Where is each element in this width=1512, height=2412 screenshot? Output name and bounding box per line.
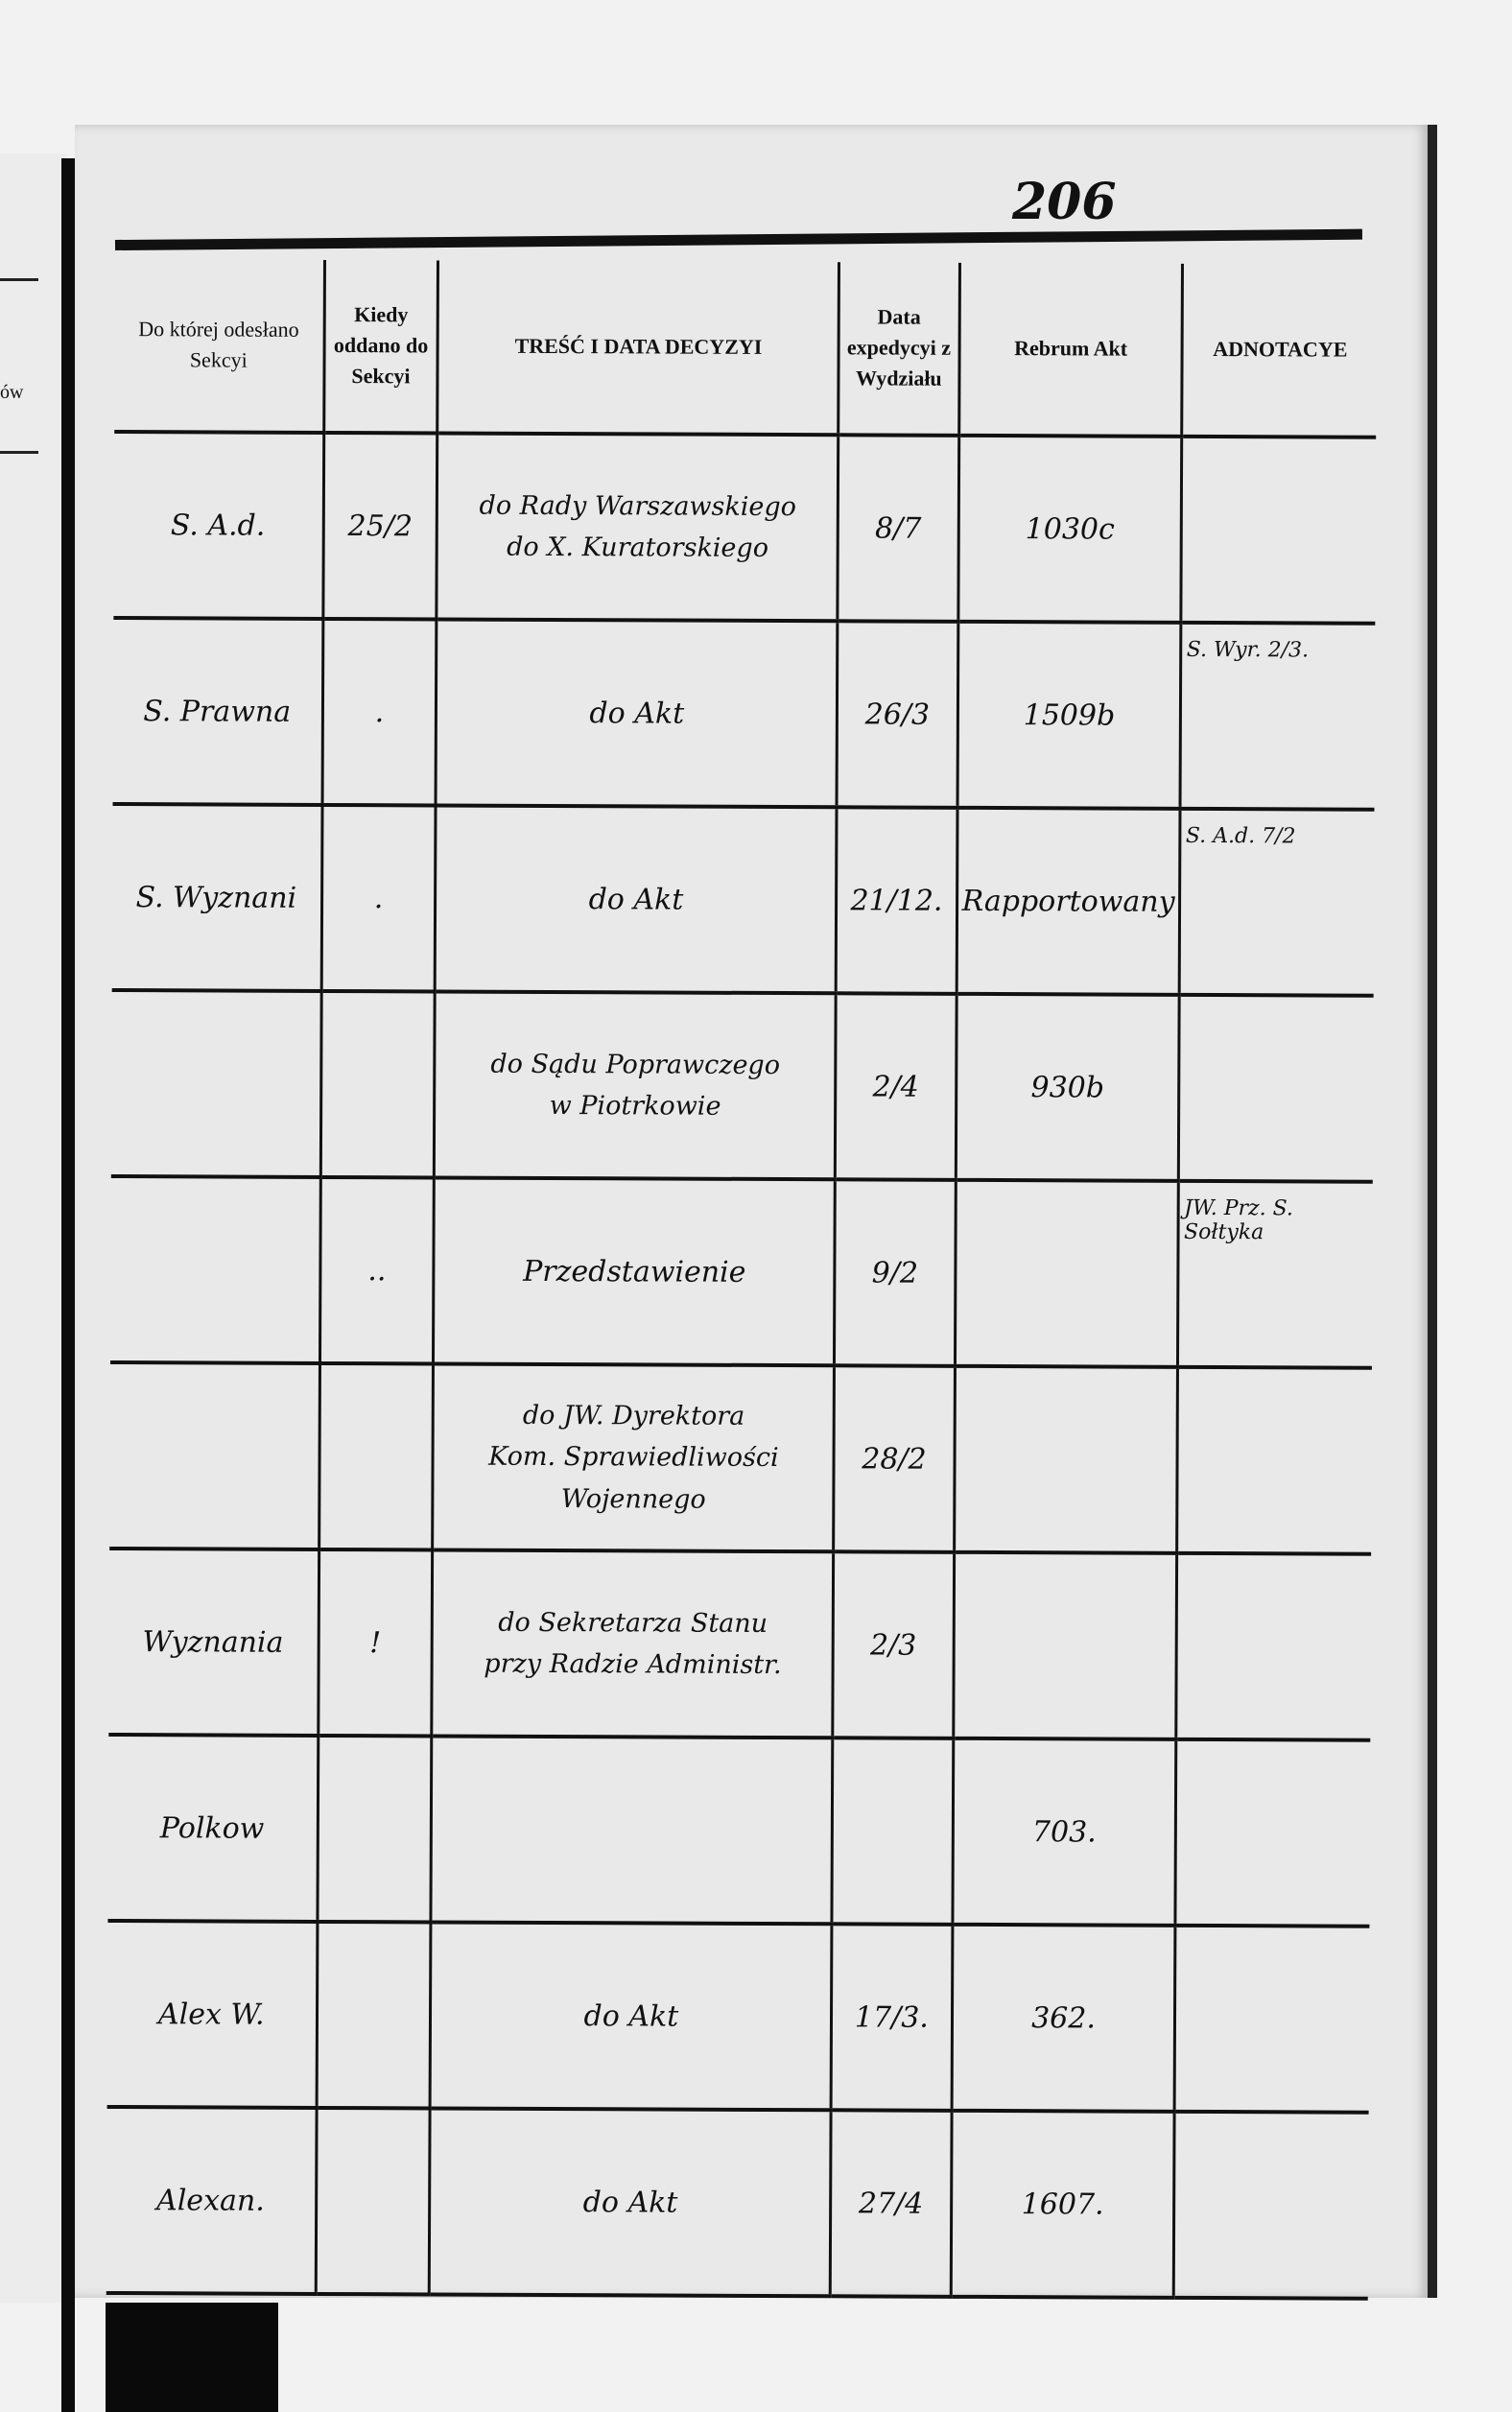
cell-file-number bbox=[953, 1551, 1178, 1739]
cell-date-sent bbox=[315, 2107, 431, 2295]
ledger-table: Do której odesłano Sekcyi Kiedy oddano do… bbox=[106, 259, 1377, 2301]
left-page-fragment: ów bbox=[0, 382, 24, 403]
cell-expedition-date: 26/3 bbox=[837, 621, 958, 808]
cell-section: Polkow bbox=[107, 1734, 319, 1922]
cell-section bbox=[110, 989, 321, 1177]
table-row: S. Wyznani. do Akt 21/12. Rapportowany S. A.… bbox=[111, 803, 1375, 996]
column-header-section: Do której odesłano Sekcyi bbox=[114, 259, 325, 433]
cell-section: Alexan. bbox=[106, 2106, 317, 2294]
cell-date-sent: . bbox=[321, 618, 437, 806]
cell-decision: do Akt bbox=[436, 619, 839, 808]
cell-decision: do Akt bbox=[430, 1922, 833, 2111]
table-row: do Sądu Poprawczego w Piotrkowie 2/4 930b bbox=[110, 989, 1374, 1182]
cell-annotation bbox=[1176, 1552, 1372, 1740]
header-row: Do której odesłano Sekcyi Kiedy oddano do… bbox=[114, 259, 1377, 437]
cell-date-sent bbox=[319, 990, 436, 1178]
scan-border bbox=[106, 2303, 278, 2412]
cell-section: S. Wyznani bbox=[111, 803, 322, 991]
cell-file-number: Rapportowany bbox=[956, 807, 1181, 995]
page-number: 206 bbox=[1012, 173, 1117, 231]
column-header-expedition-date: Data expedycyi z Wydziału bbox=[839, 262, 960, 436]
table-row: S. A.d. 25/2 do Rady Warszawskiego do X. K… bbox=[113, 431, 1377, 624]
table-row: do JW. Dyrektora Kom. Sprawiedliwości Wo… bbox=[109, 1361, 1372, 1554]
cell-expedition-date bbox=[832, 1738, 954, 1925]
cell-expedition-date: 2/4 bbox=[835, 993, 957, 1180]
cell-annotation bbox=[1181, 436, 1377, 624]
cell-section bbox=[109, 1175, 320, 1363]
table-row: Polkow 703. bbox=[107, 1734, 1371, 1927]
left-page-edge bbox=[0, 154, 67, 2303]
cell-expedition-date: 27/4 bbox=[830, 2110, 952, 2297]
cell-date-sent: .. bbox=[319, 1176, 435, 1364]
cell-section: S. Prawna bbox=[112, 617, 323, 805]
column-header-decision: TREŚĆ I DATA DECYZYI bbox=[437, 260, 839, 436]
left-page-rule bbox=[0, 278, 38, 281]
cell-file-number: 703. bbox=[952, 1738, 1177, 1926]
cell-expedition-date: 8/7 bbox=[838, 435, 959, 622]
cell-section: Alex W. bbox=[106, 1920, 318, 2108]
table-row: Alex W. do Akt 17/3. 362. bbox=[106, 1920, 1370, 2113]
cell-expedition-date: 2/3 bbox=[833, 1551, 955, 1738]
cell-date-sent: ! bbox=[318, 1549, 434, 1737]
column-header-file-number: Rebrum Akt bbox=[958, 262, 1183, 437]
cell-expedition-date: 17/3. bbox=[831, 1924, 953, 2111]
cell-decision: do Akt bbox=[429, 2108, 832, 2297]
cell-annotation: S. Wyr. 2/3. bbox=[1180, 622, 1376, 810]
cell-annotation: JW. Prz. S. Sołtyka bbox=[1177, 1180, 1373, 1368]
cell-annotation: S. A.d. 7/2 bbox=[1179, 808, 1375, 996]
table-row: S. Prawna. do Akt 26/3 1509b S. Wyr. 2/3. bbox=[112, 617, 1376, 810]
cell-date-sent bbox=[317, 1735, 433, 1923]
cell-expedition-date: 9/2 bbox=[834, 1179, 956, 1366]
binding-shadow bbox=[61, 158, 75, 2412]
cell-expedition-date: 28/2 bbox=[833, 1365, 956, 1552]
cell-decision: do Rady Warszawskiego do X. Kuratorskieg… bbox=[437, 433, 839, 622]
ledger-page bbox=[75, 125, 1437, 2298]
cell-annotation bbox=[1174, 1925, 1370, 2113]
table-row: Wyznania! do Sekretarza Stanu przy Radzie… bbox=[108, 1548, 1372, 1740]
cell-date-sent: . bbox=[320, 804, 437, 992]
cell-file-number: 1030c bbox=[957, 435, 1183, 623]
cell-file-number bbox=[955, 1179, 1179, 1367]
cell-date-sent: 25/2 bbox=[322, 432, 438, 620]
cell-expedition-date: 21/12. bbox=[836, 807, 957, 994]
cell-date-sent bbox=[319, 1362, 434, 1550]
cell-file-number: 1607. bbox=[950, 2110, 1175, 2298]
cell-decision: do Sądu Poprawczego w Piotrkowie bbox=[434, 991, 837, 1180]
cell-file-number bbox=[954, 1365, 1178, 1553]
cell-section: S. A.d. bbox=[113, 431, 324, 619]
cell-annotation bbox=[1178, 994, 1374, 1182]
cell-annotation bbox=[1173, 2111, 1369, 2299]
cell-decision: do JW. Dyrektora Kom. Sprawiedliwości Wo… bbox=[433, 1363, 835, 1552]
cell-decision: do Sekretarza Stanu przy Radzie Administ… bbox=[432, 1549, 834, 1738]
column-header-annotation: ADNOTACYE bbox=[1182, 263, 1377, 437]
table-row: Alexan. do Akt 27/4 1607. bbox=[106, 2106, 1369, 2299]
cell-section: Wyznania bbox=[108, 1548, 319, 1736]
left-page-rule bbox=[0, 451, 38, 454]
cell-date-sent bbox=[316, 1921, 432, 2109]
cell-file-number: 1509b bbox=[957, 621, 1182, 809]
cell-annotation bbox=[1175, 1738, 1371, 1927]
cell-file-number: 930b bbox=[955, 993, 1180, 1181]
column-header-date-sent: Kiedy oddano do Sekcyi bbox=[323, 259, 438, 434]
cell-file-number: 362. bbox=[951, 1924, 1176, 2112]
cell-decision: do Akt bbox=[435, 805, 838, 994]
cell-decision bbox=[431, 1736, 834, 1925]
cell-decision: Przedstawienie bbox=[433, 1177, 836, 1366]
cell-annotation bbox=[1177, 1366, 1372, 1554]
cell-section bbox=[109, 1361, 320, 1549]
table-row: .. Przedstawienie 9/2 JW. Prz. S. Sołtyka bbox=[109, 1175, 1373, 1368]
